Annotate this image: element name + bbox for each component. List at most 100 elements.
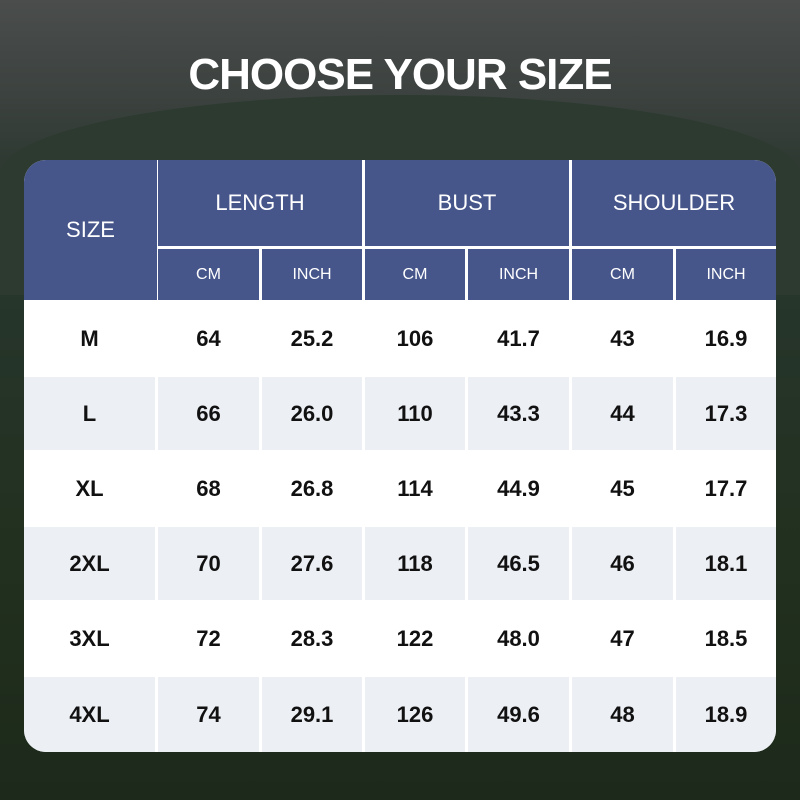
table-cell: 47 bbox=[572, 602, 673, 675]
table-cell: 46 bbox=[572, 527, 673, 600]
header-group-text: BUST bbox=[437, 190, 497, 215]
table-cell-text: 27.6 bbox=[290, 550, 334, 576]
table-cell-text: 43 bbox=[610, 325, 635, 351]
table-cell-text: 43.3 bbox=[497, 400, 540, 426]
size-label: M bbox=[24, 302, 155, 375]
size-label-text: 2XL bbox=[69, 550, 110, 576]
header-unit-text: CM bbox=[196, 265, 221, 283]
table-cell-text: 29.1 bbox=[290, 701, 334, 727]
table-cell: 44.9 bbox=[468, 452, 569, 525]
table-cell-text: 28.3 bbox=[290, 625, 334, 651]
header-unit: INCH bbox=[676, 249, 776, 300]
header-size-text: SIZE bbox=[66, 217, 115, 242]
table-cell: 44 bbox=[572, 377, 673, 450]
size-label-text: M bbox=[80, 325, 99, 351]
table-cell-text: 118 bbox=[397, 550, 433, 576]
table-cell-text: 18.5 bbox=[704, 625, 748, 651]
header-unit-text: INCH bbox=[706, 265, 746, 283]
table-cell: 70 bbox=[158, 527, 259, 600]
table-cell: 28.3 bbox=[262, 602, 362, 675]
table-cell: 43 bbox=[572, 302, 673, 375]
table-cell-text: 106 bbox=[396, 325, 434, 351]
table-cell-text: 44 bbox=[610, 400, 635, 426]
header-group: LENGTH bbox=[158, 160, 362, 246]
table-cell: 64 bbox=[158, 302, 259, 375]
table-cell: 18.1 bbox=[676, 527, 776, 600]
table-cell-text: 16.9 bbox=[704, 325, 748, 351]
header-size: SIZE bbox=[24, 160, 157, 300]
table-cell: 16.9 bbox=[676, 302, 776, 375]
table-cell: 74 bbox=[158, 677, 259, 752]
size-label: XL bbox=[24, 452, 155, 525]
table-cell-text: 47 bbox=[610, 625, 635, 651]
header-unit: CM bbox=[158, 249, 259, 300]
header-group: BUST bbox=[365, 160, 569, 246]
table-cell-text: 45 bbox=[610, 475, 635, 501]
size-label: 2XL bbox=[24, 527, 155, 600]
table-cell: 118 bbox=[365, 527, 465, 600]
header-unit-text: INCH bbox=[292, 265, 332, 283]
size-label-text: XL bbox=[75, 475, 104, 501]
table-cell-text: 18.9 bbox=[704, 701, 748, 727]
table-cell: 106 bbox=[365, 302, 465, 375]
table-cell: 114 bbox=[365, 452, 465, 525]
header-group: SHOULDER bbox=[572, 160, 776, 246]
table-cell-text: 70 bbox=[196, 550, 221, 576]
table-cell-text: 110 bbox=[397, 400, 433, 426]
size-label-text: 4XL bbox=[69, 701, 110, 727]
table-cell-text: 26.8 bbox=[290, 475, 334, 501]
table-cell: 68 bbox=[158, 452, 259, 525]
header-unit-text: INCH bbox=[498, 265, 539, 283]
header-unit: INCH bbox=[262, 249, 362, 300]
table-cell: 43.3 bbox=[468, 377, 569, 450]
table-cell-text: 66 bbox=[196, 400, 221, 426]
table-cell-text: 114 bbox=[397, 475, 433, 501]
table-cell-text: 25.2 bbox=[290, 325, 334, 351]
table-cell: 122 bbox=[365, 602, 465, 675]
header-unit-text: CM bbox=[402, 265, 428, 283]
table-cell: 48.0 bbox=[468, 602, 569, 675]
table-cell: 126 bbox=[365, 677, 465, 752]
table-cell-text: 68 bbox=[196, 475, 221, 501]
table-cell-text: 126 bbox=[396, 701, 434, 727]
table-cell: 110 bbox=[365, 377, 465, 450]
header-unit-text: CM bbox=[610, 265, 635, 283]
page-title: CHOOSE YOUR SIZE bbox=[188, 50, 612, 99]
table-cell: 45 bbox=[572, 452, 673, 525]
table-cell: 26.8 bbox=[262, 452, 362, 525]
table-cell-text: 17.3 bbox=[704, 400, 748, 426]
size-label-text: L bbox=[82, 400, 97, 426]
table-cell: 27.6 bbox=[262, 527, 362, 600]
size-label-text: 3XL bbox=[69, 625, 110, 651]
size-chart-table: SIZE LENGTH BUST SHOULDER CM INCH CM INCH CM INCH… bbox=[24, 160, 776, 752]
header-unit: CM bbox=[572, 249, 673, 300]
table-cell: 17.3 bbox=[676, 377, 776, 450]
header-group-text: SHOULDER bbox=[612, 190, 736, 215]
header-group-text: LENGTH bbox=[215, 190, 305, 215]
table-cell: 25.2 bbox=[262, 302, 362, 375]
table-cell-text: 122 bbox=[396, 625, 434, 651]
table-cell-text: 64 bbox=[196, 325, 221, 351]
header-unit: INCH bbox=[468, 249, 569, 300]
table-cell: 49.6 bbox=[468, 677, 569, 752]
table-cell: 26.0 bbox=[262, 377, 362, 450]
table-cell: 66 bbox=[158, 377, 259, 450]
table-cell: 46.5 bbox=[468, 527, 569, 600]
table-cell: 18.5 bbox=[676, 602, 776, 675]
table-cell: 72 bbox=[158, 602, 259, 675]
table-cell-text: 26.0 bbox=[290, 400, 334, 426]
table-cell-text: 48.0 bbox=[497, 625, 540, 651]
size-label: L bbox=[24, 377, 155, 450]
table-cell-text: 49.6 bbox=[497, 701, 540, 727]
size-label: 4XL bbox=[24, 677, 155, 752]
table-cell-text: 17.7 bbox=[704, 475, 748, 501]
table-cell-text: 72 bbox=[196, 625, 221, 651]
size-label: 3XL bbox=[24, 602, 155, 675]
table-cell: 18.9 bbox=[676, 677, 776, 752]
table-cell: 29.1 bbox=[262, 677, 362, 752]
table-cell-text: 74 bbox=[196, 701, 221, 727]
table-cell-text: 44.9 bbox=[497, 475, 540, 501]
table-cell-text: 46 bbox=[610, 550, 635, 576]
header-unit: CM bbox=[365, 249, 465, 300]
table-cell: 48 bbox=[572, 677, 673, 752]
